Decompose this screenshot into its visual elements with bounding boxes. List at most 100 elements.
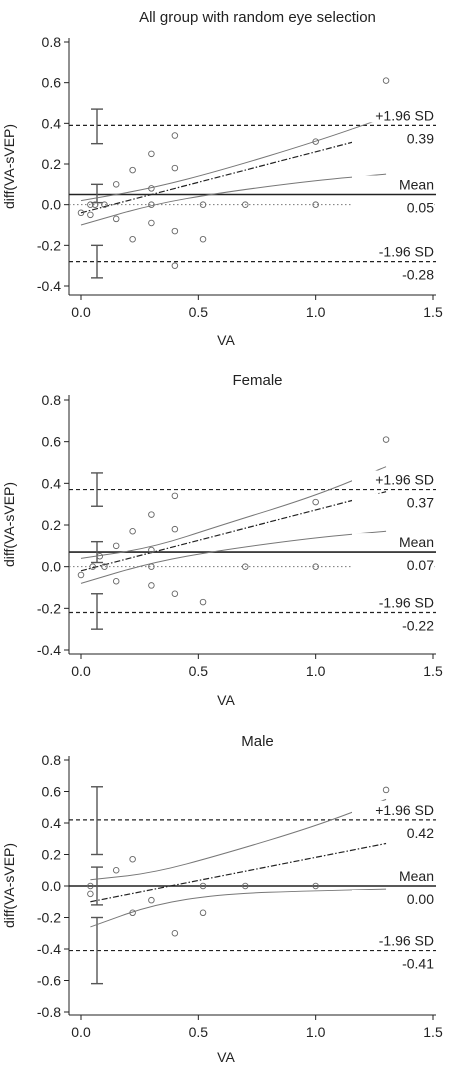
y-tick-label: -0.4 — [37, 941, 61, 957]
data-point — [113, 867, 119, 873]
data-point — [130, 856, 136, 862]
x-tick-label: 1.0 — [306, 663, 326, 679]
regression-line — [90, 843, 386, 901]
x-tick-label: 0.5 — [189, 304, 209, 320]
data-point — [200, 910, 206, 916]
data-point — [200, 599, 206, 605]
data-point — [172, 165, 178, 171]
x-tick-label: 0.0 — [71, 304, 91, 320]
data-point — [78, 572, 84, 578]
x-axis-label: VA — [217, 332, 235, 348]
data-point — [88, 891, 94, 897]
lower-loa-value: -0.41 — [402, 956, 434, 972]
mean-value: 0.07 — [407, 557, 434, 573]
mean-label: Mean — [399, 868, 434, 884]
data-point — [172, 263, 178, 269]
lower-loa-ci-bar — [91, 594, 103, 629]
regression-ci-lower-curve — [81, 174, 386, 225]
y-tick-label: -0.8 — [37, 1004, 61, 1020]
y-tick-label: -0.4 — [37, 642, 61, 658]
mean-ci-bar — [91, 184, 103, 202]
x-tick-label: 1.0 — [306, 1024, 326, 1040]
upper-loa-value: 0.42 — [407, 825, 434, 841]
y-tick-label: 0.6 — [42, 784, 62, 800]
data-point — [172, 493, 178, 499]
regression-ci-upper-curve — [81, 467, 386, 559]
y-tick-label: -0.2 — [37, 600, 61, 616]
y-tick-label: -0.2 — [37, 237, 61, 253]
upper-loa-value: 0.39 — [407, 130, 434, 146]
y-tick-label: 0.0 — [42, 559, 62, 575]
upper-loa-ci-bar — [91, 109, 103, 144]
y-tick-label: 0.0 — [42, 197, 62, 213]
mean-label: Mean — [399, 177, 434, 193]
y-tick-label: -0.2 — [37, 910, 61, 926]
data-point — [130, 528, 136, 534]
data-point — [130, 236, 136, 242]
chart-panel-3: Male -0.8 -0.6 -0.4 -0.2 0.0 0.2 0.4 0.6 0.8 0.0 0.… — [1, 733, 443, 1065]
y-tick-label: 0.0 — [42, 878, 62, 894]
data-point — [149, 583, 155, 589]
lower-loa-label: -1.96 SD — [379, 933, 434, 949]
mean-label: Mean — [399, 534, 434, 550]
regression-ci-lower-curve — [81, 531, 386, 583]
x-tick-label: 0.5 — [189, 1024, 209, 1040]
chart-panel-2: Female -0.4 -0.2 0.0 0.2 0.4 0.6 0.8 0.0 0.5 1.0 1.… — [1, 372, 443, 708]
x-axis-label: VA — [217, 692, 235, 708]
data-point — [88, 212, 94, 218]
chart-title: All group with random eye selection — [139, 9, 376, 26]
y-axis-label: diff(VA-sVEP) — [1, 482, 17, 567]
x-tick-label: 1.0 — [306, 304, 326, 320]
y-tick-label: 0.4 — [42, 475, 62, 491]
y-tick-label: 0.4 — [42, 815, 62, 831]
data-point — [383, 787, 389, 793]
data-point — [113, 182, 119, 188]
x-tick-label: 1.5 — [423, 304, 443, 320]
x-axis-label: VA — [217, 1049, 235, 1065]
x-tick-label: 0.0 — [71, 1024, 91, 1040]
data-point — [113, 543, 119, 549]
lower-loa-label: -1.96 SD — [379, 244, 434, 260]
mean-value: 0.05 — [407, 200, 434, 216]
data-point — [113, 578, 119, 584]
data-point — [172, 133, 178, 139]
chart-panel-1: All group with random eye selection -0.4 -… — [1, 9, 443, 348]
data-point — [130, 167, 136, 173]
regression-line — [81, 134, 386, 213]
regression-ci-lower-curve — [90, 889, 386, 927]
upper-loa-ci-bar — [91, 787, 103, 855]
data-point — [149, 220, 155, 226]
x-tick-label: 0.0 — [71, 663, 91, 679]
y-tick-label: 0.8 — [42, 34, 62, 50]
data-point — [383, 78, 389, 84]
y-tick-label: 0.2 — [42, 156, 62, 172]
lower-loa-label: -1.96 SD — [379, 595, 434, 611]
x-tick-label: 1.5 — [423, 663, 443, 679]
upper-loa-value: 0.37 — [407, 495, 434, 511]
y-tick-label: 0.8 — [42, 392, 62, 408]
y-tick-label: 0.6 — [42, 434, 62, 450]
upper-loa-label: +1.96 SD — [375, 107, 434, 123]
data-point — [149, 897, 155, 903]
data-point — [113, 216, 119, 222]
lower-loa-value: -0.22 — [402, 618, 434, 634]
data-point — [172, 526, 178, 532]
data-point — [383, 437, 389, 443]
y-tick-label: 0.8 — [42, 752, 62, 768]
chart-title: Male — [241, 733, 274, 750]
data-point — [149, 151, 155, 157]
lower-loa-value: -0.28 — [402, 267, 434, 283]
y-tick-label: 0.2 — [42, 847, 62, 863]
x-tick-label: 0.5 — [189, 663, 209, 679]
regression-ci-upper-curve — [90, 799, 386, 879]
regression-line — [81, 492, 386, 571]
y-tick-label: -0.4 — [37, 278, 61, 294]
x-tick-label: 1.5 — [423, 1024, 443, 1040]
data-point — [172, 228, 178, 234]
mean-value: 0.00 — [407, 891, 434, 907]
regression-ci-upper-curve — [81, 117, 386, 200]
data-point — [172, 930, 178, 936]
data-point — [172, 591, 178, 597]
y-tick-label: 0.6 — [42, 75, 62, 91]
